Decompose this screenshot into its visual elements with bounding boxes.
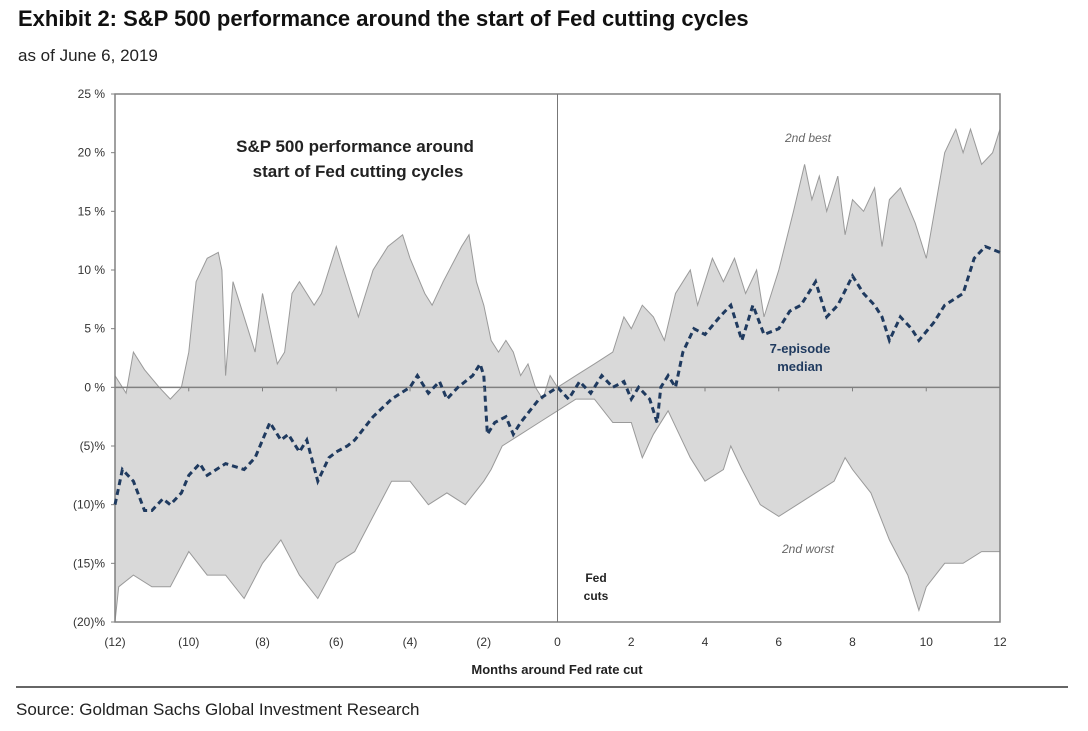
annotation-median-line1: 7-episode [770, 341, 831, 356]
annotation-2nd-worst: 2nd worst [781, 542, 835, 556]
y-tick-label: (20)% [73, 615, 105, 629]
y-tick-label: 25 % [78, 87, 106, 101]
range-band-area [115, 129, 1000, 622]
x-tick-label: 0 [554, 635, 561, 649]
x-tick-label: 8 [849, 635, 856, 649]
series-2nd-worst-line [114, 398, 1000, 623]
chart-inner-title-line2: start of Fed cutting cycles [253, 162, 464, 181]
annotation-median-line2: median [777, 359, 823, 374]
x-tick-label: (12) [104, 635, 125, 649]
x-tick-label: (10) [178, 635, 199, 649]
source-note: Source: Goldman Sachs Global Investment … [16, 700, 420, 719]
y-tick-label: 15 % [78, 204, 106, 218]
x-tick-label: (6) [329, 635, 344, 649]
y-tick-label: (15)% [73, 556, 105, 570]
y-tick-label: 20 % [78, 146, 106, 160]
x-tick-label: 2 [628, 635, 635, 649]
x-tick-label: 12 [993, 635, 1007, 649]
y-tick-label: 0 % [84, 380, 105, 394]
annotation-2nd-best: 2nd best [784, 131, 832, 145]
exhibit-subtitle: as of June 6, 2019 [18, 46, 158, 65]
x-tick-label: 4 [702, 635, 709, 649]
annotation-fed-cuts-line2: cuts [584, 589, 609, 603]
annotation-fed-cuts-line1: Fed [585, 571, 606, 585]
footer-divider [16, 686, 1068, 688]
x-tick-label: (2) [476, 635, 491, 649]
y-tick-label: (10)% [73, 498, 105, 512]
x-tick-label: 6 [775, 635, 782, 649]
x-tick-label: (4) [403, 635, 418, 649]
exhibit-title: Exhibit 2: S&P 500 performance around th… [18, 6, 749, 31]
x-tick-label: 10 [920, 635, 934, 649]
series-median-line [113, 244, 1001, 512]
x-tick-label: (8) [255, 635, 270, 649]
x-axis-label: Months around Fed rate cut [471, 662, 643, 677]
chart-inner-title-line1: S&P 500 performance around [236, 137, 474, 156]
y-tick-label: 10 % [78, 263, 106, 277]
y-tick-label: 5 % [84, 322, 105, 336]
series-2nd-best-line [114, 127, 1001, 401]
y-tick-label: (5)% [80, 439, 106, 453]
